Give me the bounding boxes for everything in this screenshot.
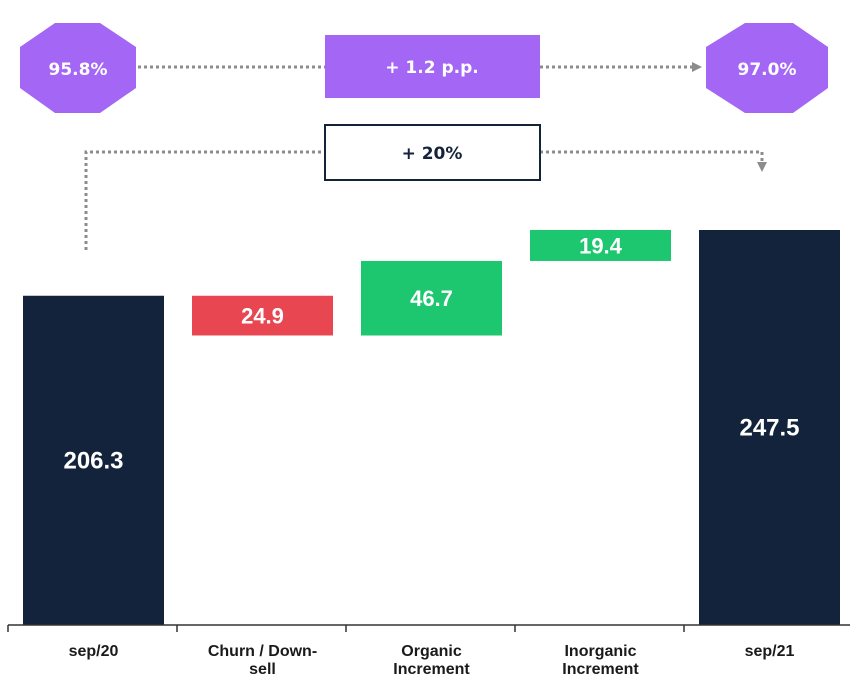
bar-value-label-1: 206.3: [63, 447, 123, 474]
growth-text: + 20%: [402, 144, 463, 164]
bar-value-label-4: 19.4: [579, 233, 623, 258]
category-label-5: sep/21: [745, 643, 795, 660]
growth-connector-left: [84, 150, 325, 250]
bars-group: [23, 230, 840, 625]
rate-change-box: [325, 35, 540, 98]
rate-change-text: + 1.2 p.p.: [385, 58, 478, 78]
category-label-2: Churn / Down-sell: [208, 643, 317, 678]
x-axis-ticks: [7, 625, 685, 632]
end-rate-text: 97.0%: [738, 60, 797, 80]
bar-1: [23, 295, 164, 625]
growth-box: [324, 124, 541, 181]
category-label-3: Organic Increment: [393, 643, 470, 678]
category-labels: sep/20 Churn / Down-sell Organic Increment I…: [69, 643, 795, 678]
bar-value-label-5: 247.5: [739, 415, 799, 442]
start-rate-text: 95.8%: [49, 60, 108, 80]
growth-connector-right: [540, 150, 767, 172]
bar-4: [530, 230, 671, 261]
bar-3: [361, 260, 502, 336]
bar-5: [699, 230, 840, 625]
bar-value-label-2: 24.9: [241, 304, 284, 329]
start-rate-badge: [20, 23, 136, 113]
category-label-4: Inorganic Increment: [562, 643, 639, 678]
bar-value-label-3: 46.7: [410, 286, 453, 311]
bar-2: [192, 295, 333, 336]
end-rate-badge: [706, 23, 828, 113]
category-label-1: sep/20: [69, 643, 119, 660]
bar-labels-group: 206.3 24.9 46.7 19.4 247.5: [63, 233, 799, 474]
